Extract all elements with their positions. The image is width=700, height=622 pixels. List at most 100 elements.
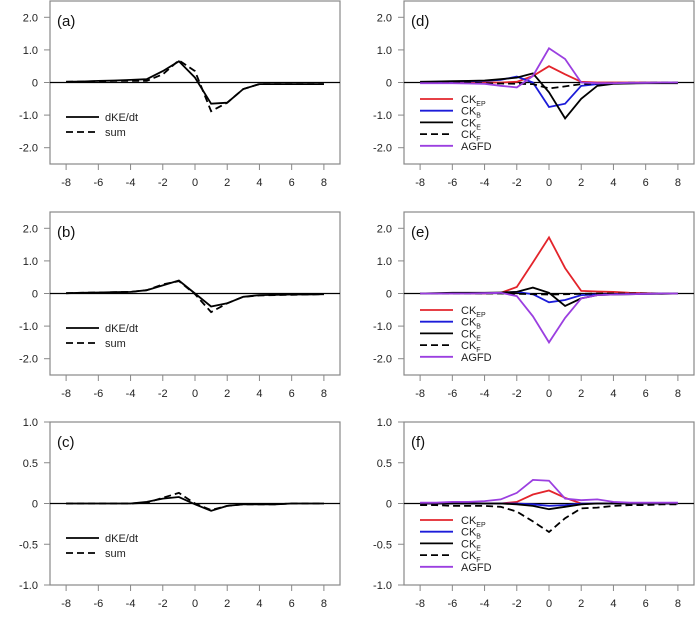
series-line-ck-f <box>420 503 678 534</box>
y-tick-label: -1.0 <box>19 580 38 592</box>
panel-a: 2.0 1.0 0 -1.0 -2.0 -8 -6 -4 -2 0 2 4 6 8 (a) dKE/dt sum <box>19 0 341 189</box>
legend-label-main: CK <box>461 328 477 340</box>
y-tick-label: 0.5 <box>23 458 38 470</box>
series-line-sum <box>66 59 324 113</box>
legend-label: CKE <box>461 328 481 342</box>
legend-label-main: CK <box>461 515 477 527</box>
legend-label: CKB <box>461 317 481 331</box>
legend-label-subscript: B <box>476 534 481 541</box>
legend-label-main: AGFD <box>461 352 492 364</box>
series-line-agfd <box>420 478 678 504</box>
legend-label-main: sum <box>105 548 126 560</box>
legend-label-main: sum <box>105 127 126 139</box>
legend-label: CKB <box>461 106 481 120</box>
x-tick-label: 8 <box>675 388 681 400</box>
panel-label: (f) <box>411 434 425 451</box>
y-tick-label: -1.0 <box>373 580 392 592</box>
legend: dKE/dt sum <box>66 323 138 350</box>
panel-label: (c) <box>57 434 75 451</box>
panel-c: 1.0 0.5 0 -0.5 -1.0 -8 -6 -4 -2 0 2 4 6 8 (c) dKE/dt sum <box>19 417 341 610</box>
x-tick-label: -8 <box>415 598 425 610</box>
legend-label-subscript: F <box>476 557 480 564</box>
y-tick-label: -0.5 <box>19 539 38 551</box>
legend-label: CKF <box>461 550 481 564</box>
y-tick-label: 2.0 <box>23 223 38 235</box>
legend-label-subscript: EP <box>476 522 486 529</box>
x-tick-label: -2 <box>158 598 168 610</box>
panel-label: (b) <box>57 224 75 241</box>
legend-label-main: dKE/dt <box>105 112 138 124</box>
legend-label-main: CK <box>461 550 477 562</box>
legend-label-subscript: E <box>476 545 481 552</box>
legend-label-main: CK <box>461 305 477 317</box>
legend-label: CKEP <box>461 515 486 529</box>
y-tick-label: 1.0 <box>23 256 38 268</box>
legend-label-subscript: B <box>476 113 481 120</box>
x-tick-label: 6 <box>289 388 295 400</box>
x-tick-label: 0 <box>192 388 198 400</box>
legend-label-main: CK <box>461 129 477 141</box>
x-tick-label: 8 <box>675 598 681 610</box>
series-line-agfd <box>420 291 678 345</box>
x-tick-label: -8 <box>415 177 425 189</box>
x-tick-label: -4 <box>480 177 490 189</box>
legend-label-main: dKE/dt <box>105 323 138 335</box>
x-tick-label: 6 <box>289 177 295 189</box>
x-tick-label: 0 <box>546 388 552 400</box>
x-tick-label: -4 <box>126 388 136 400</box>
panel-label: (e) <box>411 224 429 241</box>
panel-b: 2.0 1.0 0 -1.0 -2.0 -8 -6 -4 -2 0 2 4 6 8 (b) dKE/dt sum <box>19 211 341 400</box>
x-tick-label: 0 <box>546 177 552 189</box>
y-tick-label: -2.0 <box>19 143 38 155</box>
x-tick-label: -2 <box>158 388 168 400</box>
x-tick-label: 4 <box>610 388 616 400</box>
x-tick-label: -4 <box>126 177 136 189</box>
legend-label-subscript: E <box>476 335 481 342</box>
legend-label-main: sum <box>105 338 126 350</box>
legend-label-subscript: F <box>476 347 480 354</box>
y-tick-label: 1.0 <box>23 45 38 57</box>
x-tick-label: -2 <box>512 388 522 400</box>
x-tick-label: -8 <box>61 177 71 189</box>
y-tick-label: 1.0 <box>377 417 392 429</box>
x-tick-label: 2 <box>578 598 584 610</box>
x-tick-label: 0 <box>192 177 198 189</box>
legend-label: AGFD <box>461 352 492 364</box>
series-line-ck-ep <box>420 235 678 295</box>
x-tick-label: 8 <box>321 598 327 610</box>
y-tick-label: -1.0 <box>19 110 38 122</box>
legend-label-main: CK <box>461 538 477 550</box>
x-tick-label: 2 <box>224 177 230 189</box>
legend-label: sum <box>105 127 126 139</box>
legend-label: sum <box>105 338 126 350</box>
legend-label-subscript: F <box>476 136 480 143</box>
legend-label: CKF <box>461 340 481 354</box>
legend: dKE/dt sum <box>66 533 138 560</box>
x-tick-label: -2 <box>512 177 522 189</box>
legend-label: CKEP <box>461 305 486 319</box>
x-tick-label: -6 <box>447 177 457 189</box>
legend-label: CKF <box>461 129 481 143</box>
legend-label-main: AGFD <box>461 562 492 574</box>
x-tick-label: 0 <box>192 598 198 610</box>
y-tick-label: 1.0 <box>23 417 38 429</box>
series-line-agfd <box>420 47 678 89</box>
x-tick-label: 6 <box>289 598 295 610</box>
legend-label-subscript: E <box>476 124 481 131</box>
legend-label-main: dKE/dt <box>105 533 138 545</box>
x-tick-label: 8 <box>321 177 327 189</box>
x-tick-label: -8 <box>61 388 71 400</box>
y-tick-label: -2.0 <box>373 354 392 366</box>
legend-label-main: CK <box>461 94 477 106</box>
x-tick-label: -6 <box>93 388 103 400</box>
panel-f: 1.00.50-0.5-1.0-8 -6 -4 -2 0 2 4 6 8(f)CKEPCKBCK… <box>373 417 695 610</box>
x-tick-label: 2 <box>578 388 584 400</box>
x-tick-label: 2 <box>578 177 584 189</box>
y-tick-label: -1.0 <box>373 110 392 122</box>
legend-label-main: CK <box>461 106 477 118</box>
y-tick-label: -1.0 <box>19 321 38 333</box>
x-tick-label: -4 <box>126 598 136 610</box>
